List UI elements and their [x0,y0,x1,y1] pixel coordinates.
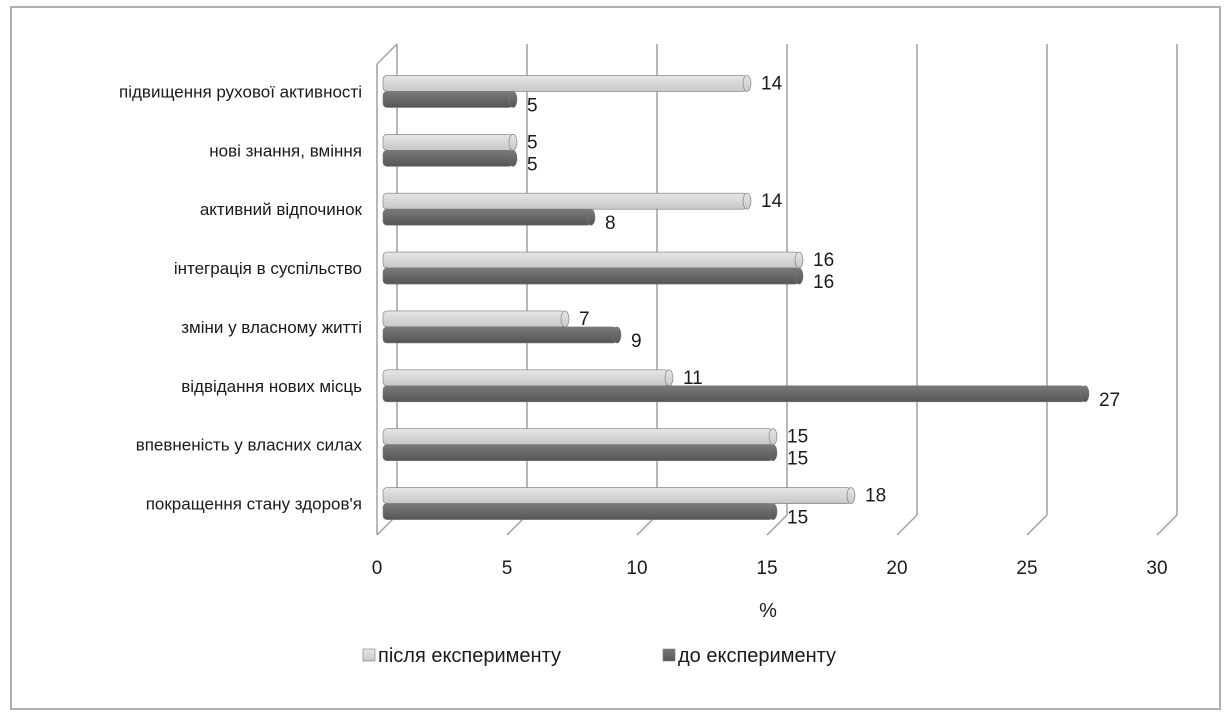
value-label: 15 [787,427,808,448]
bar-cap [508,91,518,108]
bar-cap [1080,385,1090,403]
bar-after [382,369,670,387]
bar-cap [508,134,518,151]
bar-cap [508,150,518,167]
bar-cap [768,444,778,461]
value-label: 5 [527,154,538,175]
bar-before [382,444,774,461]
category-label: активний відпочинок [200,200,363,219]
value-label: 7 [579,309,590,330]
category-label: підвищення рухової активності [119,82,362,101]
value-label: 5 [527,132,538,153]
category-label: інтеграція в суспільство [174,259,362,278]
x-tick-label: 10 [626,558,647,579]
category-label: відвідання нових місць [181,377,362,396]
chart-frame [10,6,1221,710]
bar-before [382,150,514,167]
legend-swatch [662,648,676,662]
x-tick-label: 25 [1016,558,1037,579]
bar-cap [560,310,570,328]
bar-cap [664,369,674,387]
legend-label: після експерименту [378,645,561,667]
bar-before [382,385,1086,403]
bar-after [382,428,774,445]
grid-floor-line [1156,514,1178,536]
bar-cap [768,503,778,520]
category-labels: покращення стану здоров'я впевненість у в… [119,82,363,513]
bar-after [382,75,748,92]
legend: після експерименту до експерименту [362,645,836,667]
category-label: зміни у власному житті [181,318,362,337]
value-label: 27 [1099,390,1120,411]
category-label: покращення стану здоров'я [146,495,362,514]
value-label: 14 [761,73,783,94]
bar-after [382,134,514,151]
x-tick-labels: 0 5 10 15 20 25 30 [372,558,1168,579]
bar-before [382,91,514,108]
bar-after [382,487,852,504]
bar-before [382,208,592,226]
bar-after [382,251,800,269]
bar-after [382,310,566,328]
x-tick-label: 5 [502,558,513,579]
bar-cap [768,428,778,445]
bar-cap [742,192,752,210]
value-label: 15 [787,508,808,529]
grid-floor-line [1026,514,1048,536]
value-label: 16 [813,272,834,293]
bar-cap [794,267,804,285]
grid-lines [376,43,1178,536]
legend-label: до експерименту [678,645,836,667]
bar-cap [742,75,752,92]
bars [382,75,1090,520]
bar-after [382,192,748,210]
x-tick-label: 20 [886,558,907,579]
value-label: 14 [761,191,783,212]
value-label: 16 [813,250,834,271]
value-label: 5 [527,95,538,116]
x-axis-title: % [759,600,777,622]
x-tick-label: 15 [756,558,777,579]
bar-before [382,503,774,520]
grid-floor-line [766,514,788,536]
grid-floor-line [896,514,918,536]
value-label: 9 [631,331,642,352]
bar-cap [846,487,856,504]
bar-cap [612,326,622,344]
value-label: 18 [865,486,886,507]
axis-wall-line [376,43,398,65]
bar-before [382,267,800,285]
x-tick-label: 30 [1146,558,1167,579]
value-label: 15 [787,449,808,470]
legend-swatch [362,648,376,662]
value-label: 8 [605,213,616,234]
value-label: 11 [683,368,703,389]
x-tick-label: 0 [372,558,383,579]
bar-cap [586,208,596,226]
category-label: нові знання, вміння [209,141,362,160]
bar-cap [794,251,804,269]
category-label: впевненість у власних силах [136,436,363,455]
